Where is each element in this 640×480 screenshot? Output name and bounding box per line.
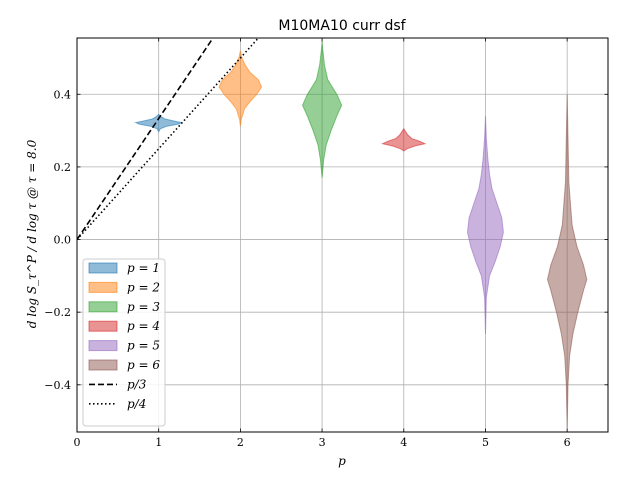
violin-p3 [301,41,343,178]
violin-p4 [380,127,427,152]
legend-label-p-over-4: p/4 [127,397,146,411]
legend-swatch-p3 [88,301,118,313]
x-tick-label: 4 [400,436,407,449]
legend-label-p4: p = 4 [127,319,160,333]
tick-marks [76,38,608,432]
x-tick-label: 1 [155,436,162,449]
reference-line-p-over-4 [77,38,260,241]
chart-title: M10MA10 curr dsf [278,18,406,34]
y-axis-label: d log S_τ^P / d log τ @ τ = 8.0 [25,139,39,328]
y-tick-label: 0.4 [54,88,72,101]
reference-line-p-over-3 [77,38,214,240]
legend-label-p6: p = 6 [127,358,160,372]
y-tick-label: −0.4 [44,379,71,392]
legend-label-p5: p = 5 [127,339,160,353]
x-tick-labels: 0 1 2 3 4 5 6 [74,436,571,449]
x-tick-label: 2 [237,436,244,449]
x-tick-label: 0 [74,436,81,449]
violin-p5 [466,116,504,335]
legend-label-p3: p = 3 [127,300,160,314]
plot-marks [77,38,588,429]
violin-p1 [134,113,184,133]
x-axis-label: p [338,454,346,468]
legend-swatch-p6 [88,359,118,371]
x-tick-label: 3 [319,436,326,449]
y-tick-label: 0.2 [54,161,72,174]
legend-label-p1: p = 1 [127,261,160,275]
violin-p6 [546,94,588,429]
plot-frame [76,37,609,433]
y-tick-label: −0.2 [44,306,71,319]
legend-swatch-p2 [88,281,118,293]
x-tick-label: 6 [564,436,571,449]
x-tick-label: 5 [482,436,489,449]
legend-swatch-p4 [88,320,118,332]
legend-label-p2: p = 2 [127,280,160,294]
y-tick-labels: −0.4 −0.2 0.0 0.2 0.4 [44,88,71,392]
legend: p = 1 p = 2 p = 3 p = 4 p = 5 p = 6 p/3 p/4 [82,258,166,427]
legend-swatch-p1 [88,262,118,274]
violin-p2 [218,50,263,127]
y-tick-label: 0.0 [54,234,72,247]
legend-swatch-p5 [88,340,118,352]
legend-label-p-over-3: p/3 [127,377,147,391]
